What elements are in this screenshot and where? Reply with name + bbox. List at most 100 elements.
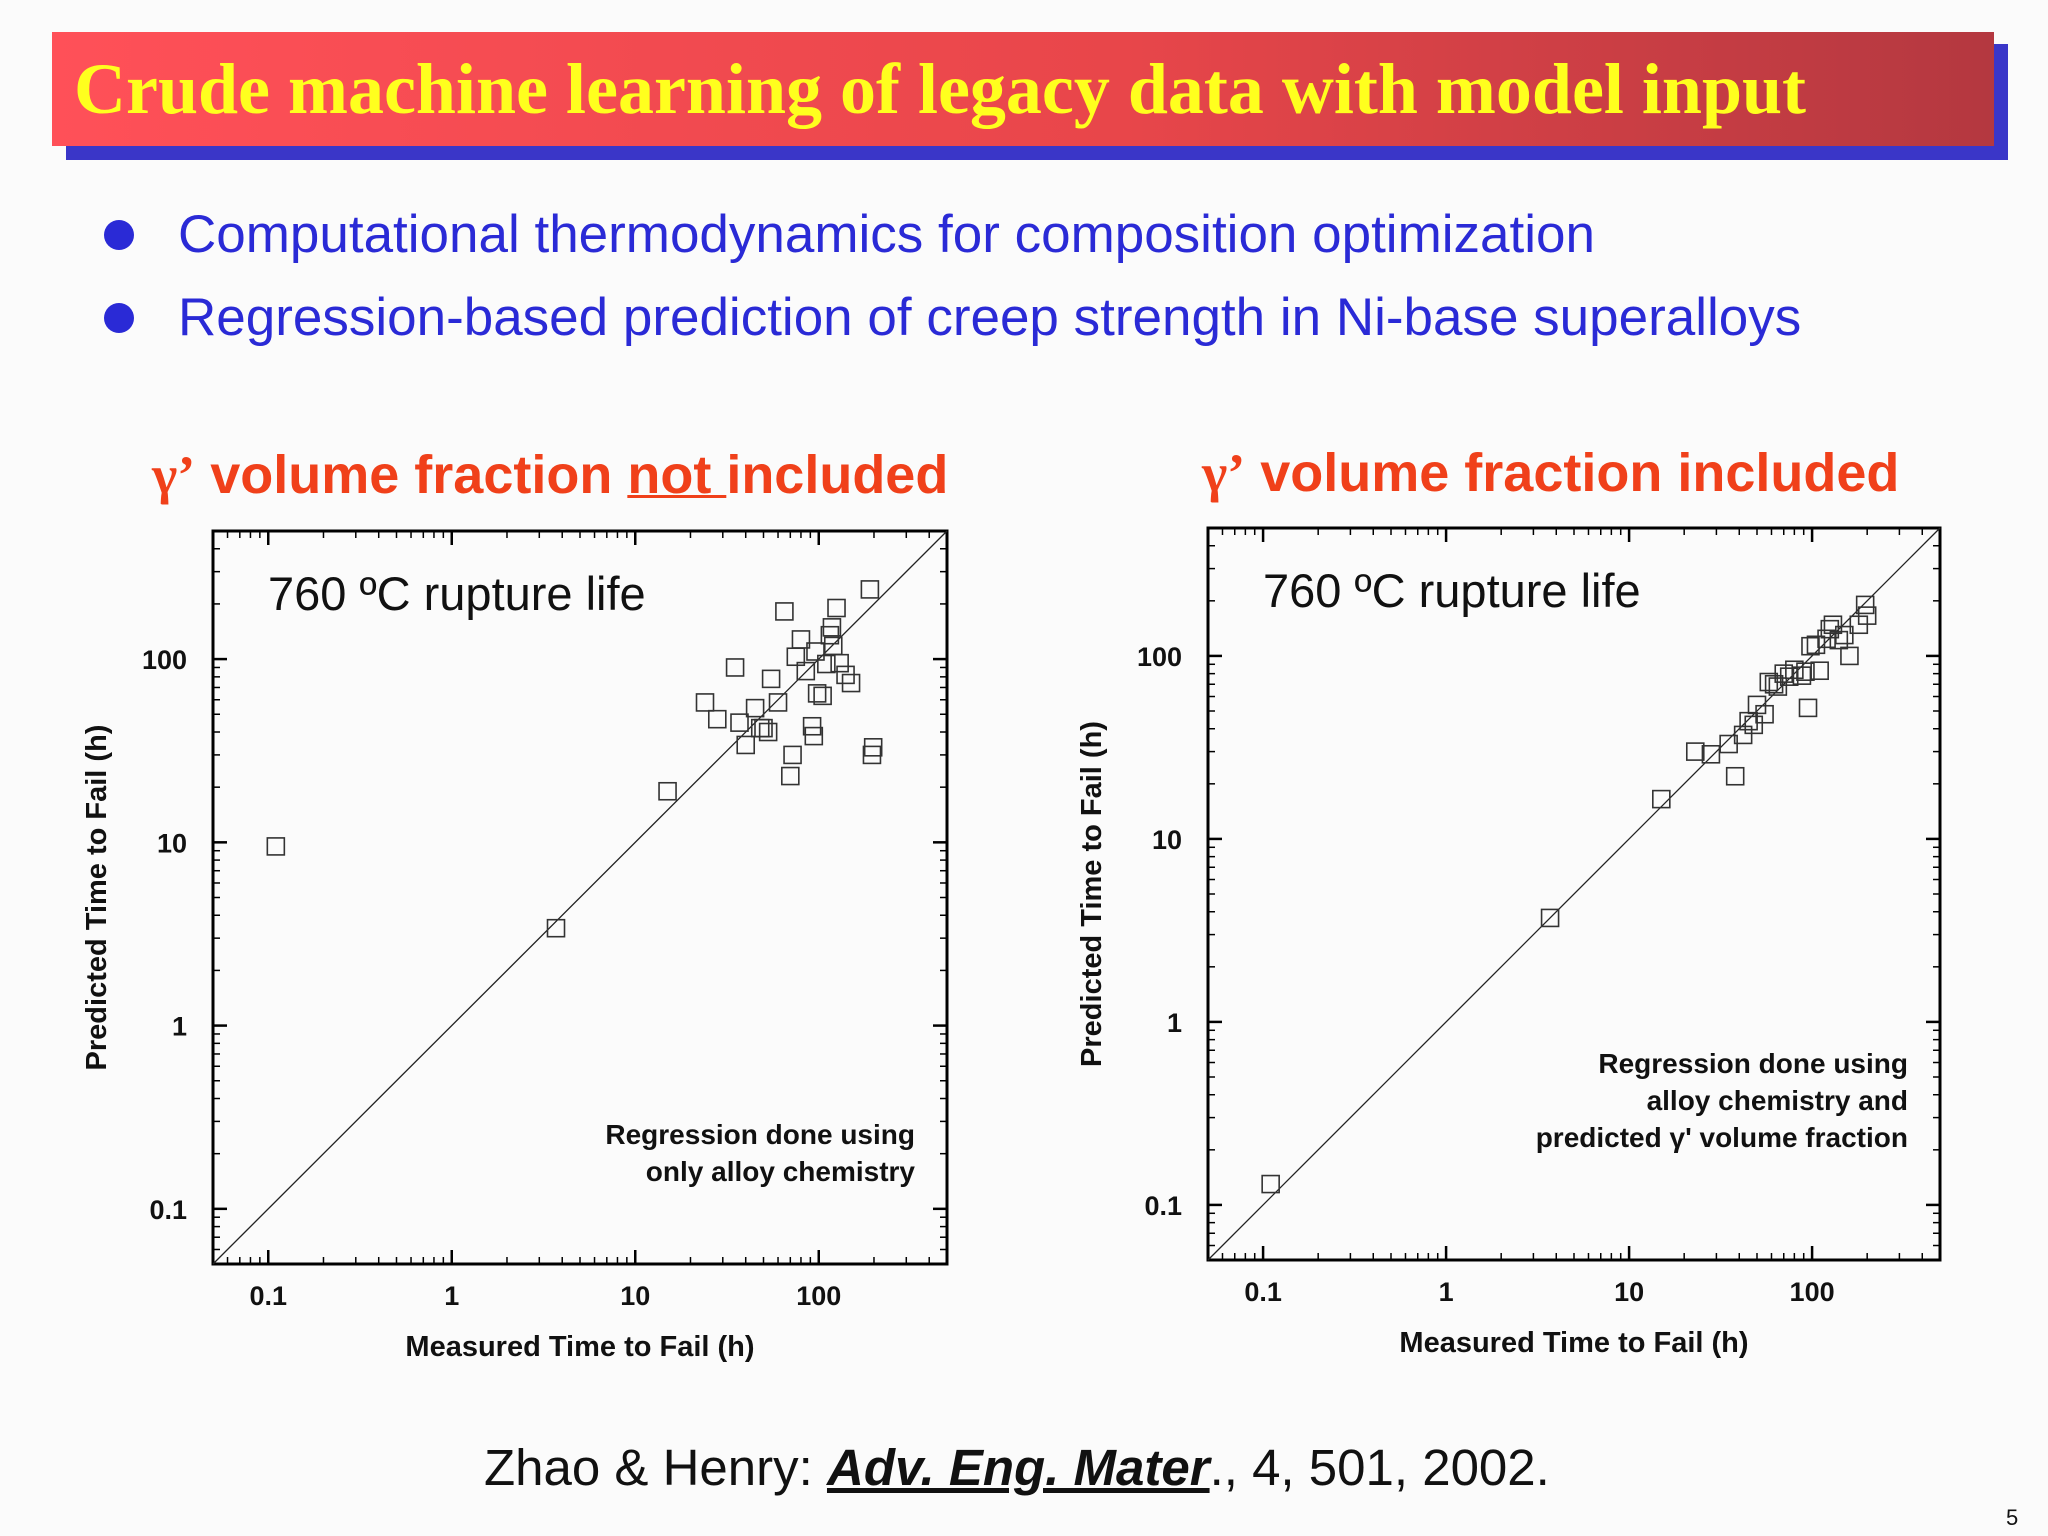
title-bar: Crude machine learning of legacy data wi… xyxy=(52,32,1994,146)
data-point xyxy=(1540,908,1560,928)
data-point xyxy=(695,693,715,712)
data-point xyxy=(830,653,849,673)
chart-2: 0.1 1 10 100 0.1 1 10 100 Measured Time to Fail … xyxy=(1076,526,1942,1359)
data-point xyxy=(1725,766,1745,786)
data-point xyxy=(796,661,816,681)
data-point xyxy=(658,781,677,801)
y-tick-label: 100 xyxy=(142,645,187,675)
x-tick-label: 1 xyxy=(444,1281,459,1311)
data-point xyxy=(266,837,286,856)
y-tick-label: 1 xyxy=(1167,1008,1182,1038)
data-point xyxy=(1801,636,1820,656)
data-points xyxy=(266,580,883,938)
data-point xyxy=(754,718,773,738)
data-point xyxy=(827,598,846,618)
data-point xyxy=(546,918,566,938)
y-tick-label: 10 xyxy=(1152,825,1182,855)
data-point xyxy=(1261,1174,1280,1194)
data-points xyxy=(1261,595,1877,1194)
regression-note: predicted γ' volume fraction xyxy=(1536,1122,1908,1153)
data-point xyxy=(736,735,756,755)
citation: Zhao & Henry: Adv. Eng. Mater., 4, 501, … xyxy=(484,1439,1550,1496)
data-point xyxy=(862,745,882,765)
data-point xyxy=(761,669,781,689)
data-point xyxy=(1835,625,1854,645)
x-tick-label: 100 xyxy=(1790,1277,1835,1307)
chart-annotation: 760 ºC rupture life xyxy=(268,567,646,620)
data-point xyxy=(1768,677,1788,696)
regression-note: alloy chemistry and xyxy=(1647,1085,1908,1116)
x-tick-label: 0.1 xyxy=(249,1281,287,1311)
data-point xyxy=(817,654,836,674)
bullet-dot-icon xyxy=(104,302,134,333)
data-point xyxy=(725,658,745,677)
reference-line xyxy=(212,530,948,1265)
data-point xyxy=(730,713,749,732)
data-point xyxy=(791,630,811,649)
data-point xyxy=(1855,595,1875,615)
page-number: 5 xyxy=(2006,1505,2019,1530)
data-point xyxy=(1792,666,1812,685)
data-point xyxy=(781,766,800,786)
bullet-text: Regression-based prediction of creep str… xyxy=(178,288,1802,347)
data-point xyxy=(1685,742,1705,761)
data-point xyxy=(1755,704,1774,724)
data-point xyxy=(802,716,822,736)
data-point xyxy=(1806,635,1826,655)
data-point xyxy=(1764,674,1784,694)
regression-note: only alloy chemistry xyxy=(646,1156,916,1187)
x-tick-label: 100 xyxy=(796,1281,841,1311)
bullet-text: Computational thermodynamics for composi… xyxy=(178,205,1595,264)
data-point xyxy=(1829,630,1849,650)
data-point xyxy=(1785,660,1804,680)
right-chart-heading: γ’ volume fraction included xyxy=(1202,443,1900,503)
reference-line xyxy=(1207,527,1941,1261)
y-tick-label: 10 xyxy=(157,828,187,858)
x-tick-label: 10 xyxy=(620,1281,650,1311)
x-tick-label: 1 xyxy=(1439,1277,1454,1307)
data-point xyxy=(758,722,778,742)
data-point xyxy=(807,684,827,703)
bullet-dot-icon xyxy=(104,219,134,250)
data-point xyxy=(1840,646,1859,666)
bullet-item: Computational thermodynamics for composi… xyxy=(104,204,1595,265)
data-point xyxy=(1798,698,1818,718)
data-point xyxy=(1774,664,1794,683)
x-axis-label: Measured Time to Fail (h) xyxy=(405,1331,754,1363)
x-tick-label: 10 xyxy=(1614,1277,1644,1307)
regression-note: Regression done using xyxy=(1598,1048,1908,1079)
journal-name: Adv. Eng. Mater xyxy=(826,1439,1210,1496)
data-point xyxy=(1733,725,1753,745)
y-tick-label: 1 xyxy=(172,1012,187,1042)
data-point xyxy=(768,693,788,712)
data-point xyxy=(775,602,794,621)
data-point xyxy=(823,636,843,656)
data-point xyxy=(1810,661,1829,681)
data-point xyxy=(1747,695,1767,715)
data-point xyxy=(1823,615,1843,635)
y-axis-label: Predicted Time to Fail (h) xyxy=(81,725,113,1071)
data-point xyxy=(783,745,802,765)
data-point xyxy=(863,738,883,757)
x-tick-label: 0.1 xyxy=(1244,1277,1282,1307)
left-chart-heading: γ’ volume fraction not included xyxy=(152,445,949,505)
y-axis-label: Predicted Time to Fail (h) xyxy=(1076,721,1108,1067)
data-point xyxy=(1744,715,1764,735)
data-point xyxy=(707,709,727,729)
chart-1: 0.1 1 10 100 0.1 1 10 100 Measured Time to Fail … xyxy=(81,529,949,1363)
bullet-item: Regression-based prediction of creep str… xyxy=(104,287,1801,348)
data-point xyxy=(1796,662,1815,681)
y-tick-label: 0.1 xyxy=(149,1195,187,1225)
data-point xyxy=(1652,789,1671,809)
tick-marks xyxy=(212,530,948,1265)
x-axis-label: Measured Time to Fail (h) xyxy=(1399,1327,1748,1359)
tick-marks xyxy=(1207,527,1941,1261)
data-point xyxy=(860,580,880,599)
data-point xyxy=(822,618,842,637)
regression-note: Regression done using xyxy=(605,1119,915,1150)
chart-annotation: 760 ºC rupture life xyxy=(1263,564,1641,617)
data-point xyxy=(841,673,861,693)
slide-title: Crude machine learning of legacy data wi… xyxy=(74,48,1807,129)
y-tick-label: 0.1 xyxy=(1144,1191,1182,1221)
